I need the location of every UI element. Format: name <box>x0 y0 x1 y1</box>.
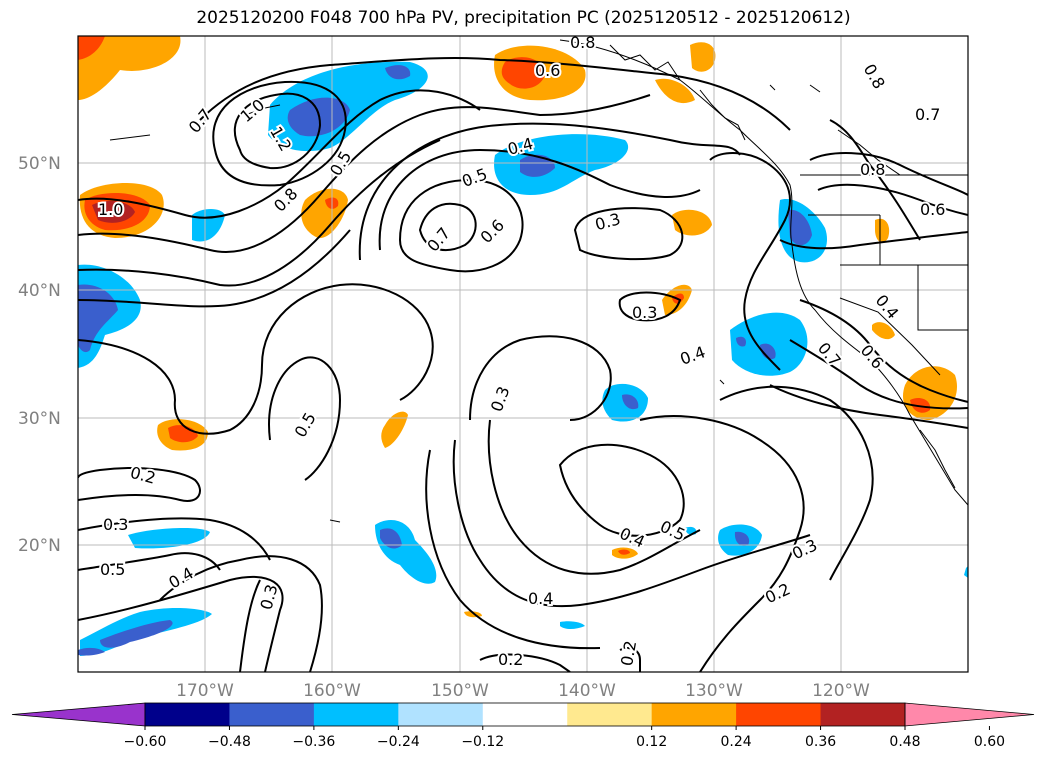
lon-label: 130°W <box>685 681 743 701</box>
colorbar-tick-label: −0.36 <box>292 734 335 750</box>
contour-label: 0.7 <box>915 105 940 124</box>
lon-label: 160°W <box>303 681 361 701</box>
contour-label: 0.5 <box>100 560 125 579</box>
colorbar-tick-label: −0.60 <box>124 734 167 750</box>
colorbar-tick-label: −0.24 <box>377 734 420 750</box>
colorbar-segment <box>567 703 653 726</box>
lon-label: 140°W <box>558 681 616 701</box>
lon-label: 170°W <box>176 681 234 701</box>
colorbar-segment <box>820 703 906 726</box>
pv-contours <box>78 56 968 672</box>
colorbar-segment <box>229 703 315 726</box>
lat-label: 50°N <box>18 154 61 174</box>
map-title: 2025120200 F048 700 hPa PV, precipitatio… <box>196 8 851 28</box>
contour-label: 0.8 <box>860 160 885 179</box>
contour-label: 0.6 <box>920 200 945 219</box>
contour-label: 0.6 <box>535 61 560 80</box>
colorbar-tick-label: 0.60 <box>974 734 1005 750</box>
lat-label: 20°N <box>18 536 61 556</box>
plot-frame <box>77 35 969 673</box>
colorbar-extension-min <box>11 702 146 727</box>
colorbar-segment <box>482 703 568 726</box>
colorbar-tick-label: 0.12 <box>636 734 667 750</box>
colorbar-segment <box>313 703 399 726</box>
colorbar-tick-label: −0.12 <box>461 734 504 750</box>
grid-lines <box>78 36 968 672</box>
colorbar-extension-max <box>904 702 1035 727</box>
latitude-labels: 50°N 40°N 30°N 20°N <box>18 154 61 556</box>
longitude-labels: 170°W 160°W 150°W 140°W 130°W 120°W <box>176 681 870 701</box>
colorbar-frame <box>144 702 906 727</box>
contour-label: 0.8 <box>570 33 595 52</box>
colorbar-tick-label: 0.48 <box>889 734 920 750</box>
contour-label: 1.0 <box>98 200 123 219</box>
lat-label: 30°N <box>18 409 61 429</box>
lon-label: 150°W <box>431 681 489 701</box>
lon-label: 120°W <box>812 681 870 701</box>
colorbar-tick-label: 0.36 <box>805 734 836 750</box>
contour-label: 0.4 <box>528 589 553 608</box>
colorbar-tick-label: −0.48 <box>208 734 251 750</box>
contour-label: 0.3 <box>103 515 128 534</box>
colorbar-segment <box>736 703 822 726</box>
colorbar-segment <box>651 703 737 726</box>
contour-label: 0.2 <box>498 650 523 669</box>
colorbar-segment <box>398 703 484 726</box>
colorbar-tick-label: 0.24 <box>721 734 752 750</box>
lat-label: 40°N <box>18 281 61 301</box>
colorbar-segment <box>145 703 230 726</box>
contour-label: 0.3 <box>632 303 657 322</box>
colorbar: −0.60 −0.48 −0.36 −0.24 −0.12 0.12 0.24 0.36 0.4… <box>11 702 1035 750</box>
